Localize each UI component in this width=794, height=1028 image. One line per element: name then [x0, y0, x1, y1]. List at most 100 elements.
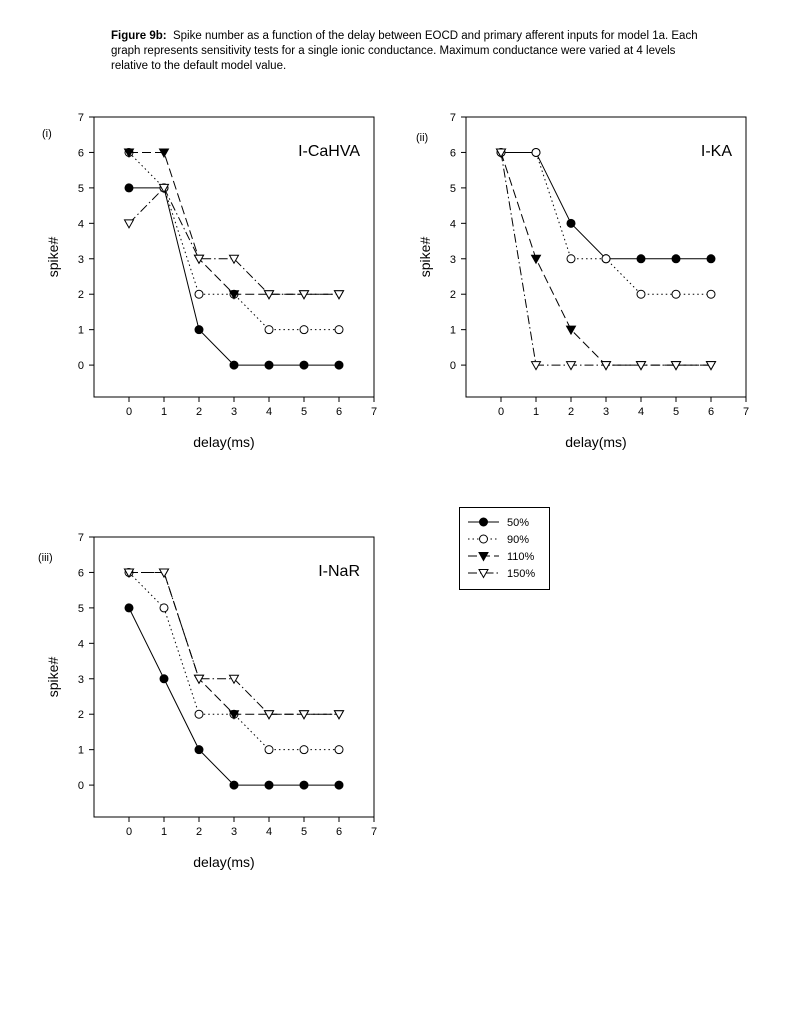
data-point: [159, 674, 169, 684]
data-point: [706, 289, 716, 299]
legend-box: [459, 507, 550, 590]
series-150%: [495, 148, 717, 371]
data-point: [601, 254, 611, 264]
series-line: [501, 151, 711, 295]
series-line: [128, 152, 339, 331]
x-tick-label: 7: [371, 826, 377, 838]
series-50%: [124, 183, 344, 370]
series-50%: [496, 147, 716, 264]
data-point: [706, 254, 716, 264]
data-point: [158, 183, 170, 194]
data-point: [333, 290, 345, 300]
data-point: [334, 325, 344, 335]
panel-label: (ii): [416, 132, 428, 144]
data-point: [566, 218, 576, 228]
chart-panel-i: 0 1 2 3 4 5 6 7 0 1 2 3 4 5 6 7 delay(ms) spike# (i) I-CaHV…: [42, 112, 377, 450]
x-tick-label: 6: [336, 406, 342, 418]
data-point: [263, 710, 275, 720]
x-tick-label: 7: [371, 406, 377, 418]
panel-label: (iii): [38, 552, 53, 564]
legend-label: 90%: [507, 534, 529, 546]
data-point: [229, 360, 239, 370]
y-tick-label: 2: [78, 709, 84, 721]
x-axis-label: delay(ms): [193, 434, 254, 450]
legend-marker: [478, 552, 489, 562]
x-tick-label: 4: [266, 406, 272, 418]
y-tick-label: 5: [450, 183, 456, 195]
series-line: [128, 187, 339, 295]
x-tick-label: 4: [266, 826, 272, 838]
data-point: [193, 254, 205, 265]
series-line: [129, 151, 339, 295]
chart-legend: 50% 90% 110% 150%: [459, 507, 550, 590]
data-point: [531, 147, 541, 157]
x-tick-label: 0: [126, 826, 132, 838]
series-150%: [123, 183, 345, 300]
data-point: [159, 603, 169, 613]
caption-text: Spike number as a function of the delay …: [111, 30, 698, 72]
data-point: [530, 361, 542, 371]
series-110%: [123, 148, 345, 300]
y-tick-label: 3: [78, 254, 84, 266]
y-tick-label: 2: [450, 289, 456, 301]
data-point: [264, 360, 274, 370]
panel-label: (i): [42, 128, 52, 140]
data-point: [263, 290, 275, 300]
figure-caption: Figure 9b: Spike number as a function of…: [111, 29, 711, 74]
x-tick-label: 6: [708, 406, 714, 418]
data-point: [194, 709, 204, 719]
data-point: [671, 254, 681, 264]
data-point: [124, 183, 134, 193]
data-point: [565, 361, 577, 371]
data-point: [600, 361, 612, 371]
y-tick-label: 7: [78, 112, 84, 124]
legend-entry: 110%: [468, 551, 535, 563]
data-point: [334, 780, 344, 790]
data-point: [123, 148, 135, 158]
x-tick-label: 5: [673, 406, 679, 418]
y-tick-label: 4: [78, 638, 84, 650]
y-tick-label: 7: [450, 112, 456, 124]
y-axis-label: spike#: [45, 657, 61, 698]
x-tick-label: 4: [638, 406, 644, 418]
legend-label: 150%: [507, 568, 535, 580]
x-tick-label: 1: [533, 406, 539, 418]
data-point: [299, 360, 309, 370]
y-tick-label: 6: [78, 567, 84, 579]
series-90%: [124, 147, 344, 335]
data-point: [299, 745, 309, 755]
chart-title: I-NaR: [318, 563, 360, 580]
y-tick-label: 4: [450, 218, 456, 230]
y-tick-label: 4: [78, 218, 84, 230]
data-point: [299, 780, 309, 790]
data-point: [565, 325, 577, 336]
x-tick-label: 1: [161, 826, 167, 838]
series-50%: [124, 603, 344, 790]
series-150%: [123, 568, 345, 720]
x-tick-label: 3: [603, 406, 609, 418]
data-point: [264, 325, 274, 335]
y-tick-label: 0: [78, 360, 84, 372]
chart-panel-iii: 0 1 2 3 4 5 6 7 0 1 2 3 4 5 6 7 delay(ms) spike# (iii) I-Na…: [38, 532, 377, 870]
x-tick-label: 2: [196, 826, 202, 838]
x-tick-label: 7: [743, 406, 749, 418]
legend-entry: 90%: [468, 534, 529, 546]
x-axis-label: delay(ms): [193, 854, 254, 870]
data-point: [124, 603, 134, 613]
data-point: [334, 745, 344, 755]
series-line: [129, 571, 339, 715]
series-line: [128, 572, 339, 751]
data-point: [228, 290, 240, 300]
data-point: [228, 254, 240, 265]
data-point: [671, 289, 681, 299]
data-point: [636, 254, 646, 264]
data-point: [635, 361, 647, 371]
y-tick-label: 0: [78, 780, 84, 792]
x-tick-label: 5: [301, 406, 307, 418]
x-tick-label: 2: [568, 406, 574, 418]
chart-title: I-KA: [701, 143, 732, 160]
data-point: [530, 254, 542, 265]
data-point: [158, 148, 170, 158]
legend-marker: [478, 569, 489, 579]
data-point: [670, 361, 682, 371]
